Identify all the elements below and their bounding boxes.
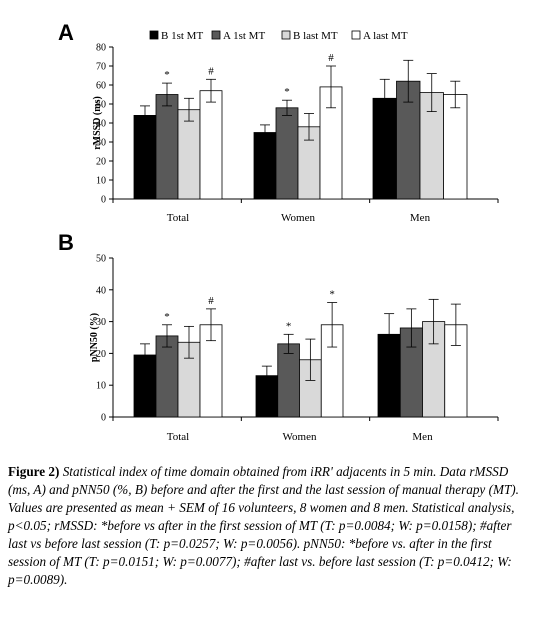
category-label: Total: [167, 431, 189, 443]
y-tick-label: 10: [96, 176, 106, 187]
significance-marker: *: [164, 69, 170, 81]
category-label: Men: [412, 431, 433, 443]
y-tick-label: 20: [96, 157, 106, 168]
legend-label: A 1st MT: [223, 30, 265, 42]
bar-a-1st-mt: [155, 94, 179, 200]
y-tick-label: 80: [96, 43, 106, 54]
panel-letter-b: B: [58, 230, 74, 255]
legend-label: B 1st MT: [161, 30, 203, 42]
significance-marker: #: [208, 295, 214, 307]
category-label: Women: [281, 212, 315, 224]
y-tick-label: 40: [96, 285, 106, 296]
y-tick-label: 0: [101, 413, 106, 424]
bar-a-1st-mt: [155, 335, 179, 418]
legend-label: A last MT: [363, 30, 408, 42]
bar-a-last-mt: [199, 90, 223, 200]
y-tick-label: 60: [96, 81, 106, 92]
y-tick-label: 30: [96, 317, 106, 328]
figure-caption: Figure 2) Statistical index of time doma…: [8, 463, 528, 589]
bar-a-1st-mt: [277, 343, 300, 418]
category-label: Total: [167, 212, 189, 224]
significance-marker: *: [286, 320, 292, 332]
legend-swatch: [281, 30, 291, 40]
figure-label: Figure 2): [8, 464, 60, 479]
legend-label: B last MT: [293, 30, 338, 42]
y-tick-label: 30: [96, 138, 106, 149]
y-tick-label: 0: [101, 195, 106, 206]
significance-marker: #: [328, 52, 334, 64]
y-tick-label: 70: [96, 62, 106, 73]
bar-a-1st-mt: [275, 107, 299, 200]
significance-marker: #: [208, 65, 214, 77]
bar-b-1st-mt: [253, 132, 277, 200]
legend: B 1st MT A 1st MT B last MT A last MT: [149, 30, 408, 42]
category-label: Women: [283, 431, 317, 443]
y-axis-label: pNN50 (%): [89, 313, 100, 362]
y-tick-label: 10: [96, 381, 106, 392]
figure: A 0 10 20 30 40 50 60 70 80 rMSSD (ms) Total Women Me…: [58, 20, 499, 443]
significance-marker: *: [329, 289, 335, 301]
caption-text: Statistical index of time domain obtaine…: [8, 464, 519, 587]
bar-b-last-mt: [177, 109, 201, 200]
panel-a-chart: A 0 10 20 30 40 50 60 70 80 rMSSD (ms) Total Women Me…: [58, 20, 499, 224]
y-tick-label: 40: [96, 119, 106, 130]
significance-marker: *: [284, 86, 290, 98]
category-label: Men: [410, 212, 431, 224]
y-tick-label: 50: [96, 254, 106, 265]
y-tick-label: 50: [96, 100, 106, 111]
significance-marker: *: [164, 311, 170, 323]
bar-b-1st-mt: [133, 115, 157, 200]
y-axis-label: rMSSD (ms): [92, 96, 103, 150]
legend-swatch: [211, 30, 221, 40]
bar-a-last-mt: [443, 94, 468, 200]
y-tick-label: 20: [96, 349, 106, 360]
legend-swatch: [351, 30, 361, 40]
panel-letter-a: A: [58, 20, 74, 45]
legend-swatch: [149, 30, 159, 40]
panel-b-chart: B 0 10 20 30 40 50 pNN50 (%) Total Women Men * # * *: [58, 230, 499, 443]
